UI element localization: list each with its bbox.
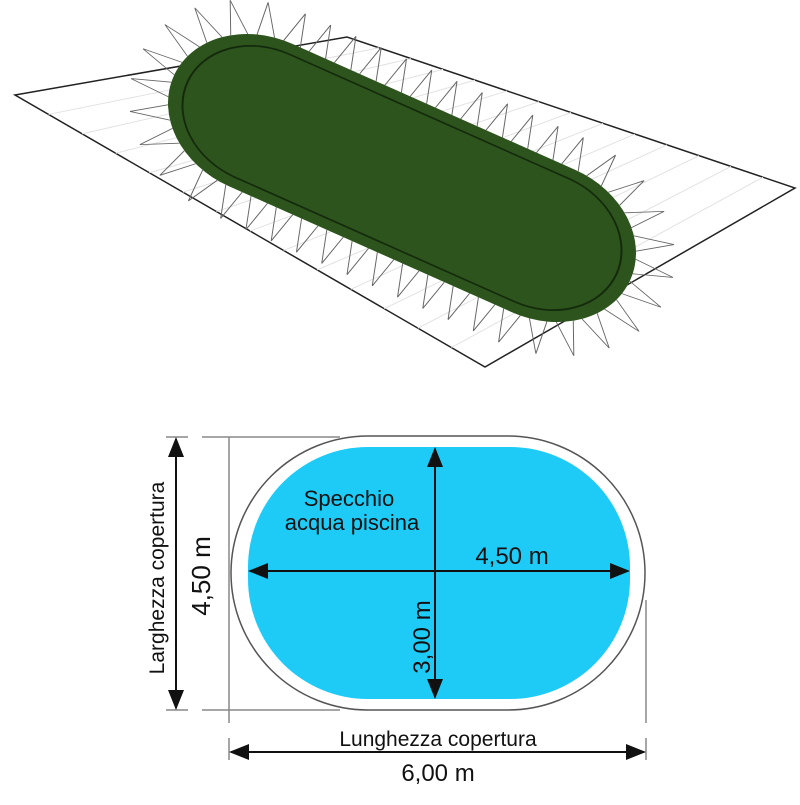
- anchor-strap: [435, 81, 458, 116]
- anchor-strap: [346, 240, 369, 275]
- anchor-strap: [159, 150, 196, 176]
- anchor-strap: [333, 36, 357, 71]
- anchor-strap: [561, 137, 584, 172]
- anchor-strap: [624, 210, 665, 229]
- anchor-strap: [384, 58, 407, 93]
- anchor-strap: [130, 78, 172, 98]
- anchor-strap: [447, 285, 471, 320]
- anchor-strap: [632, 258, 674, 278]
- anchor-strap: [256, 2, 276, 38]
- anchor-strap: [460, 92, 483, 127]
- anchor-strap: [359, 47, 382, 82]
- anchor-strap: [485, 103, 509, 138]
- anchor-strap: [536, 126, 559, 161]
- anchor-strap: [472, 297, 496, 332]
- anchor-strap: [621, 280, 662, 308]
- water-label-line2: acqua piscina: [285, 510, 420, 535]
- cover-length-value: 6,00 m: [401, 760, 474, 787]
- anchor-strap: [229, 0, 249, 36]
- water-length-value: 4,50 m: [475, 543, 548, 570]
- anchor-strap: [604, 299, 640, 332]
- anchor-straps: [129, 0, 675, 356]
- anchor-strap: [142, 48, 183, 76]
- cover-inner-edge: [181, 45, 623, 311]
- anchor-strap: [498, 308, 521, 343]
- anchor-strap: [187, 169, 218, 202]
- anchor-strap: [510, 114, 534, 149]
- anchor-strap: [633, 235, 675, 252]
- anchor-strap: [422, 274, 445, 309]
- water-surface: [248, 447, 630, 699]
- anchor-strap: [295, 218, 319, 253]
- perspective-view: [12, 0, 797, 368]
- anchor-strap: [586, 154, 617, 187]
- anchor-strap: [321, 229, 344, 264]
- anchor-strap: [270, 207, 294, 242]
- green-cover: [168, 33, 636, 323]
- anchor-strap: [409, 69, 433, 104]
- cover-width-label: Larghezza copertura: [146, 481, 169, 674]
- anchor-strap: [164, 24, 200, 57]
- plan-view: Specchio acqua piscina 4,50 m 3,00 m Lar…: [146, 435, 647, 787]
- anchor-strap: [308, 24, 332, 59]
- anchor-strap: [528, 318, 548, 354]
- anchor-strap: [194, 7, 223, 43]
- anchor-strap: [283, 13, 306, 48]
- anchor-strap: [581, 313, 610, 349]
- anchor-strap: [397, 263, 420, 298]
- anchor-strap: [608, 180, 645, 206]
- anchor-strap: [129, 104, 171, 121]
- water-width-value: 3,00 m: [409, 600, 436, 673]
- anchor-strap: [139, 127, 180, 146]
- cover-length-label: Lunghezza copertura: [339, 728, 537, 751]
- extension-lines: [166, 436, 647, 760]
- water-label-line1: Specchio: [304, 486, 395, 511]
- anchor-strap: [555, 320, 575, 356]
- anchor-strap: [371, 252, 395, 287]
- anchor-strap: [245, 195, 268, 230]
- anchor-strap: [220, 184, 243, 219]
- cover-width-value: 4,50 m: [186, 536, 216, 616]
